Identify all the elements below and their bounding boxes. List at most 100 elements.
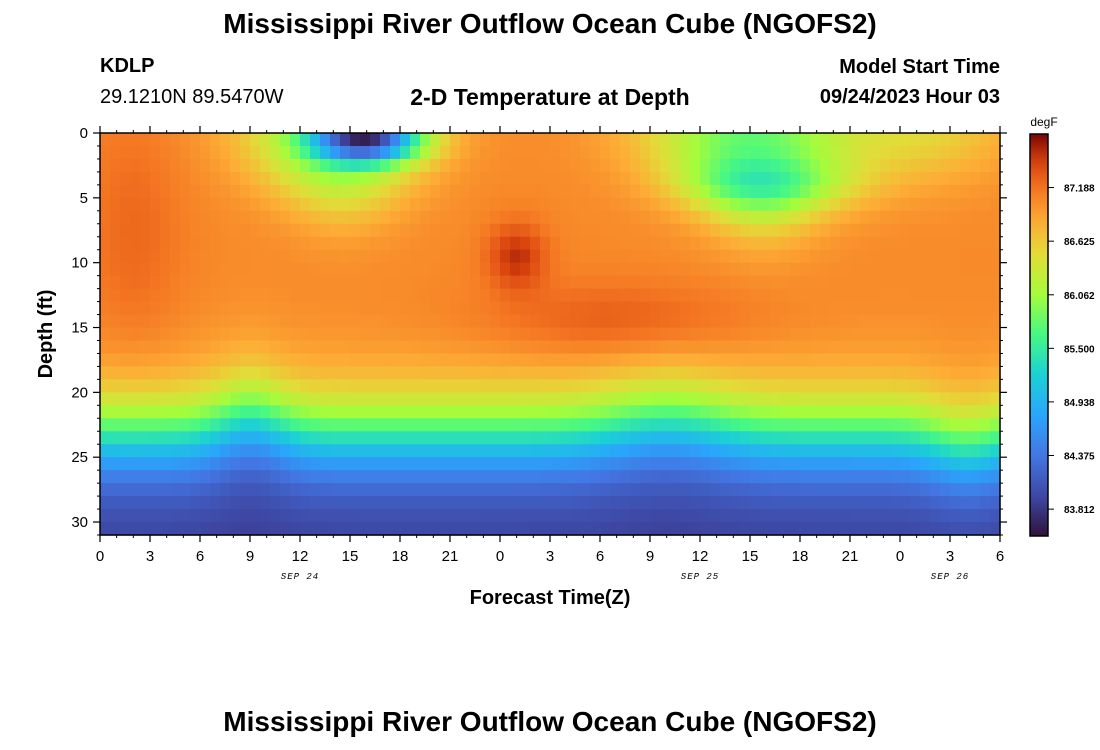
heatmap-cell (170, 236, 181, 251)
heatmap-cell (240, 509, 251, 523)
heatmap-cell (380, 262, 391, 277)
heatmap-cell (630, 509, 641, 523)
heatmap-cell (940, 145, 951, 160)
heatmap-cell (790, 197, 801, 212)
heatmap-cell (640, 262, 651, 277)
heatmap-cell (170, 249, 181, 264)
heatmap-cell (300, 340, 311, 355)
heatmap-cell (330, 496, 341, 510)
heatmap-cell (360, 249, 371, 264)
heatmap-cell (160, 522, 171, 536)
heatmap-cell (460, 379, 471, 393)
heatmap-cell (780, 210, 791, 225)
heatmap-cell (430, 522, 441, 536)
station-coordinates: 29.1210N 89.5470W (100, 86, 284, 108)
heatmap-cell (440, 197, 451, 212)
heatmap-cell (960, 457, 971, 471)
heatmap-cell (220, 262, 231, 277)
heatmap-cell (760, 509, 771, 523)
heatmap-cell (730, 418, 741, 432)
heatmap-cell (560, 236, 571, 251)
heatmap-cell (830, 496, 841, 510)
heatmap-cell (510, 431, 521, 445)
heatmap-cell (390, 145, 401, 160)
heatmap-cell (870, 457, 881, 471)
heatmap-cell (440, 133, 451, 147)
heatmap-cell (680, 353, 691, 368)
heatmap-cell (770, 379, 781, 393)
heatmap-cell (690, 210, 701, 225)
heatmap-cell (600, 483, 611, 497)
heatmap-cell (230, 133, 241, 147)
heatmap-cell (600, 405, 611, 419)
heatmap-cell (790, 405, 801, 419)
heatmap-cell (810, 171, 821, 186)
heatmap-cell (410, 145, 421, 160)
heatmap-cell (730, 340, 741, 355)
heatmap-cell (150, 483, 161, 497)
heatmap-cell (480, 158, 491, 173)
heatmap-cell (170, 509, 181, 523)
heatmap-cell (330, 483, 341, 497)
heatmap-cell (260, 431, 271, 445)
heatmap-cell (780, 431, 791, 445)
heatmap-cell (710, 392, 721, 406)
heatmap-cell (600, 522, 611, 536)
heatmap-cell (460, 353, 471, 368)
heatmap-cell (700, 509, 711, 523)
heatmap-cell (280, 418, 291, 432)
heatmap-cell (270, 496, 281, 510)
y-tick-label: 25 (71, 449, 88, 466)
heatmap-cell (520, 184, 531, 199)
heatmap-cell (270, 249, 281, 264)
heatmap-cell (150, 509, 161, 523)
heatmap-cell (680, 405, 691, 419)
heatmap-cell (340, 301, 351, 316)
heatmap-cell (690, 470, 701, 484)
heatmap-cell (250, 353, 261, 368)
heatmap-cell (160, 379, 171, 393)
heatmap-cell (260, 392, 271, 406)
heatmap-cell (920, 353, 931, 368)
heatmap-cell (990, 496, 1001, 510)
heatmap-cell (460, 327, 471, 342)
heatmap-cell (250, 171, 261, 186)
heatmap-cell (860, 353, 871, 368)
heatmap-cell (440, 457, 451, 471)
heatmap-cell (990, 327, 1001, 342)
heatmap-cell (290, 158, 301, 173)
heatmap-cell (350, 314, 361, 329)
heatmap-cell (240, 210, 251, 225)
heatmap-cell (180, 223, 191, 238)
heatmap-cell (750, 236, 761, 251)
heatmap-cell (460, 314, 471, 329)
heatmap-cell (160, 509, 171, 523)
heatmap-cell (740, 210, 751, 225)
x-tick-label: 0 (496, 548, 504, 565)
heatmap-cell (480, 210, 491, 225)
heatmap-cell (350, 392, 361, 406)
heatmap-cell (220, 340, 231, 355)
heatmap-cell (560, 483, 571, 497)
heatmap-cell (250, 158, 261, 173)
heatmap-cell (940, 366, 951, 380)
heatmap-cell (580, 431, 591, 445)
heatmap-cell (790, 171, 801, 186)
heatmap-cell (950, 522, 961, 536)
heatmap-cell (950, 366, 961, 380)
heatmap-cell (270, 457, 281, 471)
heatmap-cell (200, 327, 211, 342)
heatmap-cell (330, 431, 341, 445)
heatmap-cell (260, 133, 271, 147)
heatmap-cell (950, 145, 961, 160)
heatmap-cell (400, 314, 411, 329)
heatmap-cell (800, 327, 811, 342)
heatmap-cell (500, 158, 511, 173)
heatmap-cell (960, 262, 971, 277)
heatmap-cell (220, 236, 231, 251)
heatmap-cell (620, 223, 631, 238)
heatmap-cell (770, 133, 781, 147)
heatmap-cell (850, 392, 861, 406)
heatmap-cell (890, 133, 901, 147)
heatmap-cell (210, 145, 221, 160)
